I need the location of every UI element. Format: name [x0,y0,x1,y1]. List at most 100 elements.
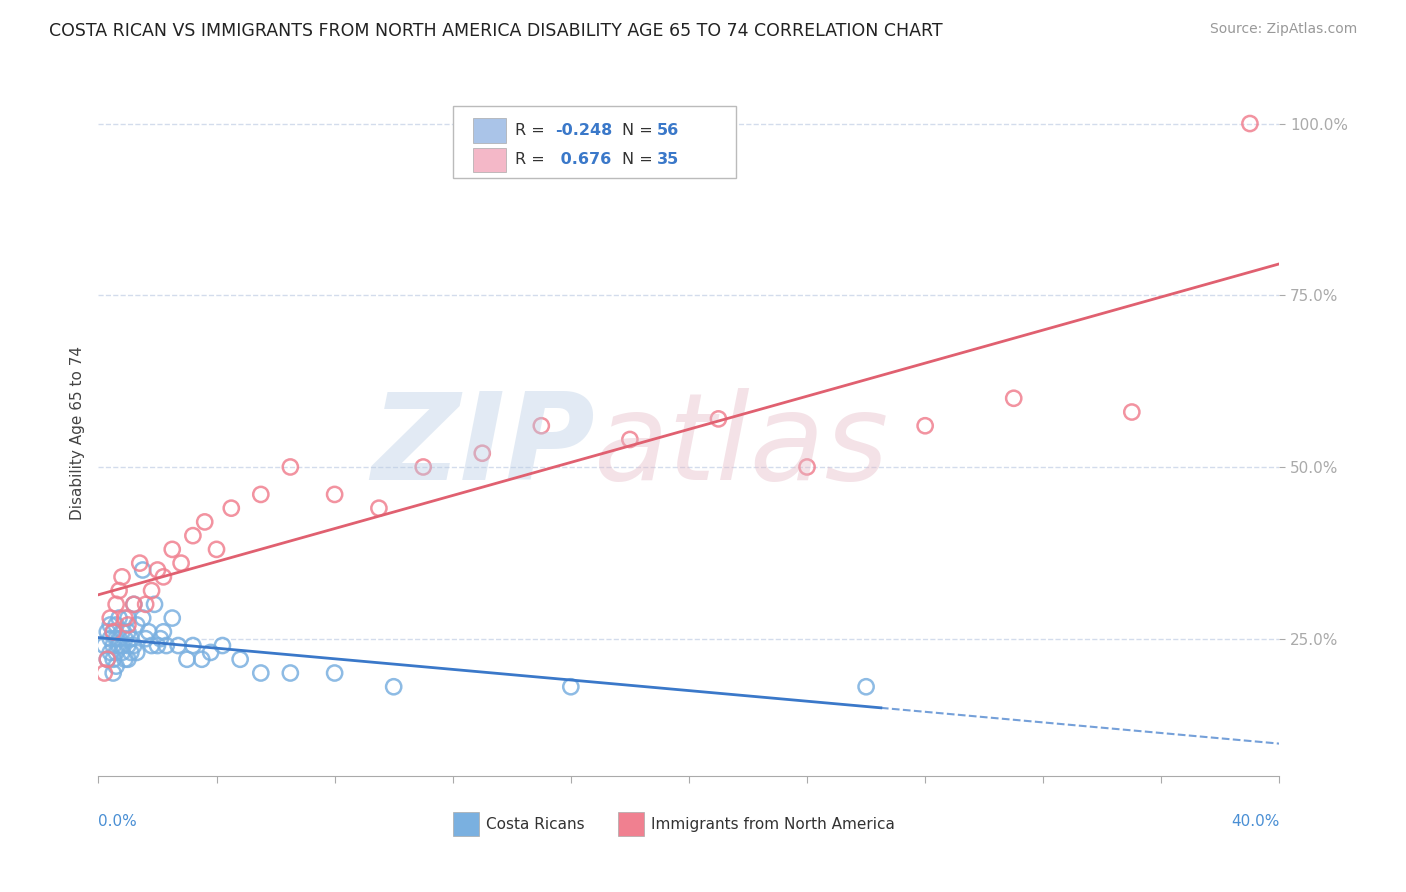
Point [135,598,157,612]
Point [132,563,155,577]
Point [93,639,115,653]
Text: 40.0%: 40.0% [1232,814,1279,829]
Point [96,624,118,639]
Text: 0.0%: 0.0% [98,814,138,829]
Text: 56: 56 [657,123,679,138]
Point [122,639,145,653]
Text: 35: 35 [657,153,679,168]
Point [229,652,252,666]
Point [117,624,139,639]
Point [125,645,148,659]
Point [93,665,115,680]
Point [114,611,136,625]
Point [143,598,166,612]
Point [250,487,273,501]
Point [191,652,214,666]
FancyBboxPatch shape [453,106,737,178]
Point [323,665,346,680]
Point [1002,391,1025,405]
Point [530,418,553,433]
Point [181,639,204,653]
Text: N =: N = [621,123,658,138]
Point [221,501,243,516]
Text: 0.676: 0.676 [555,153,612,168]
Point [250,665,273,680]
Text: N =: N = [621,153,658,168]
Point [103,624,125,639]
Text: Source: ZipAtlas.com: Source: ZipAtlas.com [1209,22,1357,37]
Point [111,570,134,584]
Point [105,645,128,659]
Point [128,556,150,570]
Point [162,611,183,625]
Y-axis label: Disability Age 65 to 74: Disability Age 65 to 74 [69,345,84,520]
Point [117,618,139,632]
Point [96,652,118,666]
Point [368,501,391,516]
Point [141,583,163,598]
Point [135,632,157,646]
Point [146,639,169,653]
Point [132,611,155,625]
Point [103,639,125,653]
Point [111,639,134,653]
Point [108,632,131,646]
Point [98,645,121,659]
Point [111,624,134,639]
Point [619,433,641,447]
Point [105,659,128,673]
Text: ZIP: ZIP [371,388,595,505]
Point [98,611,121,625]
Point [280,460,302,475]
Point [138,624,160,639]
Point [1239,116,1261,130]
Point [105,618,128,632]
Point [108,583,131,598]
Point [155,639,177,653]
Point [98,618,121,632]
Point [96,652,118,666]
Point [108,639,131,653]
Point [707,412,730,426]
Point [117,639,139,653]
Point [167,639,190,653]
Bar [619,812,644,836]
Point [125,618,148,632]
Point [170,556,193,570]
Point [796,460,818,475]
Text: Costa Ricans: Costa Ricans [486,816,585,831]
Point [280,665,302,680]
Point [152,570,174,584]
Bar [472,118,506,143]
Text: -0.248: -0.248 [555,123,613,138]
Bar [472,147,506,172]
Point [141,639,163,653]
Point [114,652,136,666]
Point [194,515,217,529]
Point [382,680,405,694]
Text: Immigrants from North America: Immigrants from North America [651,816,896,831]
Point [103,624,125,639]
Text: atlas: atlas [595,388,890,505]
Point [211,639,233,653]
Point [103,652,125,666]
Point [152,624,174,639]
Point [412,460,434,475]
Point [471,446,494,460]
Point [181,528,204,542]
Text: R =: R = [516,153,550,168]
Point [200,645,222,659]
Point [120,632,142,646]
Text: R =: R = [516,123,550,138]
Point [146,563,169,577]
Point [105,632,128,646]
Point [120,645,142,659]
Point [1121,405,1143,419]
Point [560,680,582,694]
Point [162,542,183,557]
Point [117,611,139,625]
Point [122,598,145,612]
Point [117,652,139,666]
Point [114,632,136,646]
Point [149,632,172,646]
